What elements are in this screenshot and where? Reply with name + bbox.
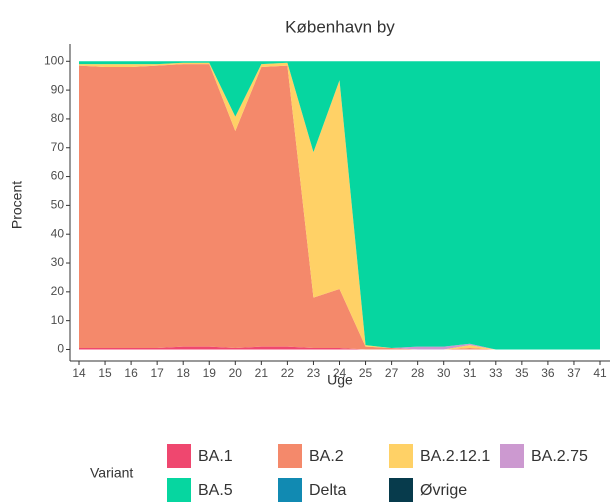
legend-label: BA.5 <box>198 482 233 499</box>
x-tick-label: 16 <box>124 366 138 380</box>
y-tick-label: 80 <box>51 111 65 125</box>
x-tick-label: 19 <box>203 366 217 380</box>
legend-label: BA.2 <box>309 448 344 465</box>
legend-key <box>500 444 524 468</box>
x-tick-label: 28 <box>411 366 425 380</box>
legend-key <box>167 478 191 502</box>
x-tick-label: 33 <box>489 366 503 380</box>
legend-key <box>167 444 191 468</box>
y-tick-label: 10 <box>51 313 65 327</box>
x-tick-label: 23 <box>307 366 321 380</box>
x-tick-label: 25 <box>359 366 373 380</box>
legend-label: BA.2.12.1 <box>420 448 490 465</box>
y-tick-label: 40 <box>51 226 65 240</box>
legend-label: BA.2.75 <box>531 448 588 465</box>
x-tick-label: 20 <box>229 366 243 380</box>
y-tick-label: 60 <box>51 169 65 183</box>
x-tick-label: 21 <box>255 366 269 380</box>
y-tick-label: 20 <box>51 284 65 298</box>
legend-title: Variant <box>90 465 133 481</box>
x-tick-label: 15 <box>98 366 112 380</box>
x-tick-label: 41 <box>593 366 607 380</box>
area <box>79 64 600 350</box>
x-tick-label: 27 <box>385 366 399 380</box>
chart-title: København by <box>285 17 395 36</box>
x-tick-label: 22 <box>281 366 295 380</box>
y-tick-label: 30 <box>51 255 65 269</box>
x-tick-label: 18 <box>177 366 191 380</box>
y-tick-label: 90 <box>51 82 65 96</box>
y-tick-label: 0 <box>57 342 64 356</box>
x-tick-label: 14 <box>72 366 86 380</box>
area <box>79 62 600 350</box>
legend-label: Delta <box>309 482 346 499</box>
x-tick-label: 31 <box>463 366 477 380</box>
y-tick-label: 100 <box>44 53 64 67</box>
x-tick-label: 17 <box>150 366 164 380</box>
y-tick-label: 70 <box>51 140 65 154</box>
legend-label: BA.1 <box>198 448 233 465</box>
x-tick-label: 30 <box>437 366 451 380</box>
y-axis-label: Procent <box>9 181 25 229</box>
legend-key <box>389 444 413 468</box>
area <box>79 346 600 350</box>
x-tick-label: 35 <box>515 366 529 380</box>
legend-key <box>278 478 302 502</box>
x-tick-label: 36 <box>541 366 555 380</box>
legend-label: Øvrige <box>420 482 467 499</box>
x-axis-label: Uge <box>327 372 353 388</box>
legend-key <box>389 478 413 502</box>
y-tick-label: 50 <box>51 198 65 212</box>
x-tick-label: 24 <box>333 366 347 380</box>
x-tick-label: 37 <box>567 366 581 380</box>
area <box>79 61 600 350</box>
legend-key <box>278 444 302 468</box>
